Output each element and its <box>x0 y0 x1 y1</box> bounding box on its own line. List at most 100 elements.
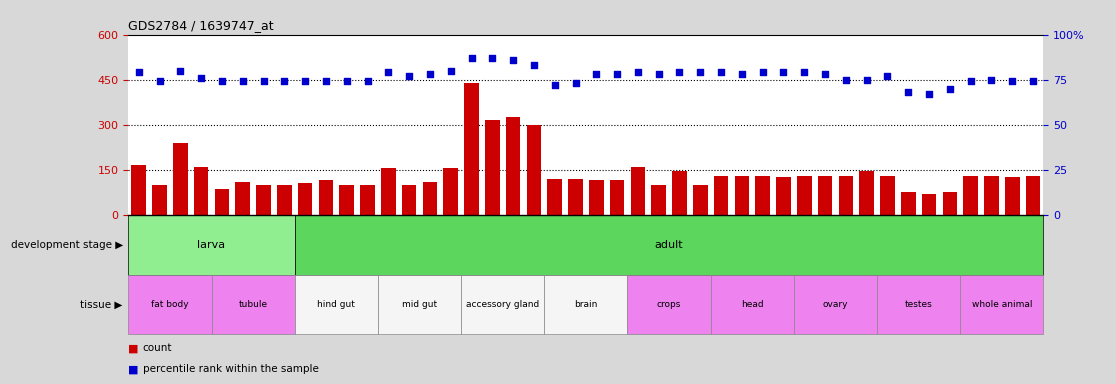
Bar <box>589 180 604 215</box>
Point <box>982 77 1000 83</box>
Bar <box>881 176 895 215</box>
Bar <box>548 179 562 215</box>
Bar <box>485 120 500 215</box>
Bar <box>627 275 711 334</box>
Bar <box>797 176 811 215</box>
Point <box>421 71 439 77</box>
Point <box>276 78 294 84</box>
Bar <box>984 176 999 215</box>
Text: GDS2784 / 1639747_at: GDS2784 / 1639747_at <box>128 19 273 32</box>
Bar <box>277 185 291 215</box>
Text: testes: testes <box>905 300 933 309</box>
Point <box>816 71 834 77</box>
Bar <box>402 185 416 215</box>
Bar <box>295 275 378 334</box>
Point <box>567 80 585 86</box>
Bar <box>877 275 960 334</box>
Point <box>878 73 896 79</box>
Bar <box>1026 176 1040 215</box>
Point <box>192 75 210 81</box>
Point <box>172 68 190 74</box>
Bar <box>319 180 334 215</box>
Bar <box>194 167 209 215</box>
Text: head: head <box>741 300 763 309</box>
Text: accessory gland: accessory gland <box>466 300 539 309</box>
Point <box>608 71 626 77</box>
Bar <box>943 192 958 215</box>
Bar <box>672 171 686 215</box>
Point <box>671 70 689 76</box>
Point <box>733 71 751 77</box>
Text: crops: crops <box>657 300 681 309</box>
Text: percentile rank within the sample: percentile rank within the sample <box>143 364 319 374</box>
Point <box>442 68 460 74</box>
Bar <box>545 275 627 334</box>
Bar <box>777 177 791 215</box>
Point <box>129 70 147 76</box>
Point <box>546 82 564 88</box>
Text: ■: ■ <box>128 364 143 374</box>
Bar <box>922 194 936 215</box>
Bar <box>298 184 312 215</box>
Bar <box>381 169 395 215</box>
Bar <box>734 176 749 215</box>
Point <box>941 86 959 92</box>
Point <box>753 70 771 76</box>
Point <box>899 89 917 95</box>
Bar <box>378 275 461 334</box>
Bar <box>960 275 1043 334</box>
Text: development stage ▶: development stage ▶ <box>10 240 123 250</box>
Bar <box>568 179 583 215</box>
Bar <box>128 215 295 275</box>
Bar <box>464 83 479 215</box>
Bar <box>963 176 978 215</box>
Point <box>775 70 792 76</box>
Bar <box>461 275 545 334</box>
Bar <box>609 180 624 215</box>
Text: count: count <box>143 343 172 353</box>
Bar <box>756 176 770 215</box>
Bar <box>506 117 520 215</box>
Point <box>317 78 335 84</box>
Bar <box>714 176 729 215</box>
Point <box>796 70 814 76</box>
Bar <box>423 182 437 215</box>
Point <box>338 78 356 84</box>
Text: brain: brain <box>575 300 597 309</box>
Bar <box>132 166 146 215</box>
Point <box>379 70 397 76</box>
Bar <box>631 167 645 215</box>
Text: tubule: tubule <box>239 300 268 309</box>
Point <box>692 70 710 76</box>
Point <box>587 71 605 77</box>
Point <box>151 78 169 84</box>
Bar <box>212 275 295 334</box>
Bar <box>128 275 212 334</box>
Point <box>920 91 937 97</box>
Text: tissue ▶: tissue ▶ <box>80 299 123 310</box>
Text: ovary: ovary <box>822 300 848 309</box>
Point <box>1003 78 1021 84</box>
Text: fat body: fat body <box>151 300 189 309</box>
Bar <box>257 185 271 215</box>
Bar <box>838 176 853 215</box>
Bar <box>527 125 541 215</box>
Point <box>358 78 376 84</box>
Bar <box>339 185 354 215</box>
Point <box>463 55 481 61</box>
Bar <box>818 176 833 215</box>
Bar <box>152 185 166 215</box>
Text: larva: larva <box>198 240 225 250</box>
Point <box>401 73 418 79</box>
Bar <box>235 182 250 215</box>
Point <box>483 55 501 61</box>
Point <box>1024 78 1042 84</box>
Point <box>213 78 231 84</box>
Bar <box>901 192 915 215</box>
Bar <box>360 185 375 215</box>
Bar <box>652 185 666 215</box>
Point <box>650 71 667 77</box>
Point <box>234 78 252 84</box>
Point <box>712 70 730 76</box>
Bar <box>295 215 1043 275</box>
